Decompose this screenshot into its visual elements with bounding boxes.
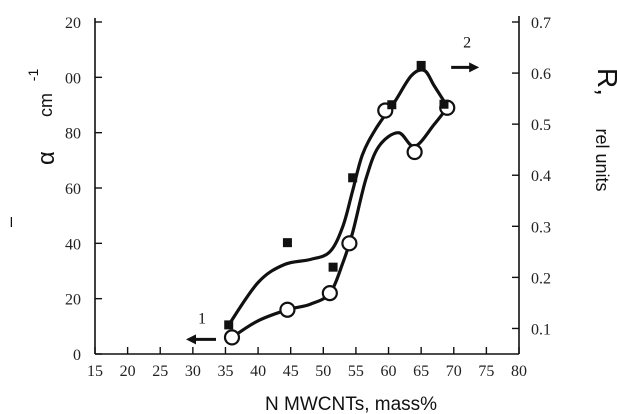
y-left-tick-label: 00 [65,70,81,87]
x-tick-label: 35 [217,363,233,380]
series-2-point [328,262,338,272]
y-right-tick-label: 0.6 [531,66,551,83]
series-2-point [416,60,426,70]
series-1-line [230,106,449,339]
x-tick-label: 25 [152,363,168,380]
chart-curves [227,68,449,339]
x-tick-label: 40 [250,363,266,380]
x-tick-label: 50 [315,363,331,380]
chart-annotations: 12 [185,34,480,345]
series-2-point [224,320,234,330]
arrowhead-left-icon [185,334,196,345]
x-tick-label: 70 [446,363,462,380]
y-right-axis-unit: rel units [592,128,612,191]
y-left-tick-label: 0 [73,347,81,364]
x-tick-label: 45 [283,363,299,380]
y-right-tick-label: 0.5 [531,117,551,134]
series-1-point [279,301,296,318]
y-left-axis-extra: – [0,217,20,227]
x-tick-label: 20 [120,363,136,380]
y-left-tick-label: 60 [65,181,81,198]
chart-ticks: 15 20 25 30 35 40 45 50 55 60 65 70 75 80 0 20 40 60 80 00 2… [65,15,551,380]
x-tick-label: 80 [511,363,527,380]
y-right-tick-label: 0.1 [531,321,551,338]
series-2-line [227,68,446,327]
x-tick-label: 15 [87,363,103,380]
series-1-point [406,143,423,161]
series-1-label: 1 [198,310,206,327]
y-right-tick-label: 0.3 [531,219,551,236]
series-2-label: 2 [463,34,471,51]
y-right-tick-label: 0.4 [531,168,551,185]
series-2-point [387,100,397,110]
x-axis-label: N MWCNTs, mass% [265,394,437,414]
y-left-tick-label: 40 [65,236,81,253]
arrowhead-right-icon [469,62,480,73]
series-2-point [439,99,449,109]
chart-marks [223,60,456,346]
x-tick-label: 60 [381,363,397,380]
y-right-tick-label: 0.7 [531,15,551,32]
y-left-tick-label: 20 [65,15,81,32]
y-right-axis-symbol: R, [592,68,617,96]
y-left-axis-exponent: -1 [25,69,41,82]
y-left-tick-label: 20 [65,292,81,309]
x-tick-label: 55 [348,363,364,380]
series-1-point [321,285,338,302]
y-left-axis-unit: cm [36,93,56,117]
series-1-point [223,329,241,346]
x-tick-label: 30 [185,363,201,380]
series-2-point [348,173,358,183]
series-2-point [282,238,292,248]
y-right-tick-label: 0.2 [531,270,551,287]
x-tick-label: 75 [478,363,494,380]
x-tick-label: 65 [413,363,429,380]
y-left-tick-label: 80 [65,126,81,143]
series-1-point [341,235,358,252]
y-left-axis-symbol: α [33,151,60,165]
